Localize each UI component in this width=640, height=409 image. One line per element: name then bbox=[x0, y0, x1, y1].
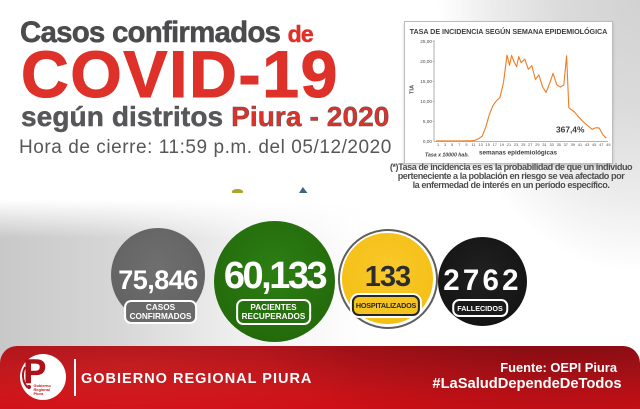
svg-text:TIA: TIA bbox=[410, 84, 416, 94]
svg-text:23: 23 bbox=[514, 143, 518, 147]
svg-text:5: 5 bbox=[451, 143, 453, 147]
svg-text:20,00: 20,00 bbox=[420, 59, 432, 64]
svg-text:7: 7 bbox=[458, 143, 460, 147]
svg-text:31: 31 bbox=[542, 143, 546, 147]
svg-text:25,00: 25,00 bbox=[420, 39, 432, 44]
svg-text:47: 47 bbox=[599, 143, 603, 147]
svg-text:39: 39 bbox=[571, 143, 575, 147]
svg-text:43: 43 bbox=[585, 143, 589, 147]
svg-text:Tasa x 10000 hab.: Tasa x 10000 hab. bbox=[425, 153, 469, 159]
svg-text:35: 35 bbox=[557, 143, 561, 147]
svg-text:5,00: 5,00 bbox=[423, 119, 433, 124]
svg-text:15: 15 bbox=[486, 143, 490, 147]
svg-text:1: 1 bbox=[437, 143, 439, 147]
svg-text:15,00: 15,00 bbox=[420, 79, 432, 84]
svg-text:semanas epidemiológicas: semanas epidemiológicas bbox=[479, 150, 558, 157]
svg-text:3: 3 bbox=[444, 143, 446, 147]
svg-text:45: 45 bbox=[592, 143, 596, 147]
svg-text:17: 17 bbox=[493, 143, 497, 147]
svg-text:21: 21 bbox=[507, 143, 511, 147]
svg-text:41: 41 bbox=[578, 143, 582, 147]
svg-text:37: 37 bbox=[564, 143, 568, 147]
svg-text:49: 49 bbox=[606, 143, 610, 147]
svg-text:0,00: 0,00 bbox=[423, 139, 433, 144]
svg-text:19: 19 bbox=[500, 143, 504, 147]
svg-text:33: 33 bbox=[549, 143, 553, 147]
svg-text:367,4%: 367,4% bbox=[556, 125, 585, 135]
svg-text:11: 11 bbox=[472, 143, 476, 147]
svg-text:10,00: 10,00 bbox=[420, 99, 432, 104]
svg-text:27: 27 bbox=[528, 143, 532, 147]
svg-text:25: 25 bbox=[521, 143, 525, 147]
svg-text:13: 13 bbox=[478, 143, 482, 147]
svg-text:9: 9 bbox=[465, 143, 467, 147]
svg-text:29: 29 bbox=[535, 143, 539, 147]
